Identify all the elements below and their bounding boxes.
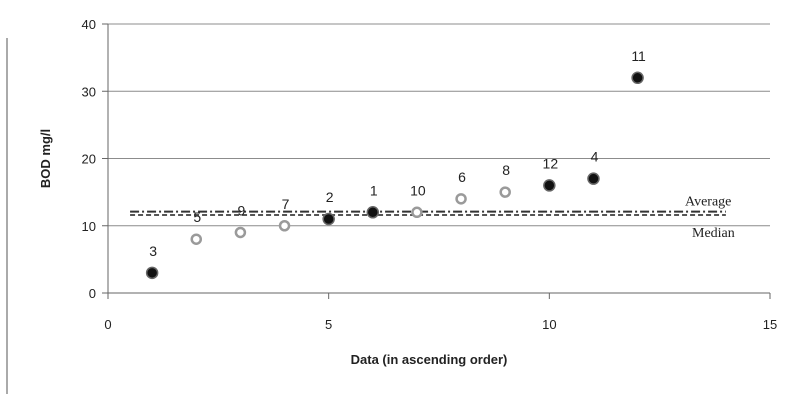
point-label: 7 <box>282 196 290 212</box>
y-tick-label: 30 <box>82 84 96 99</box>
y-tick-label: 10 <box>82 219 96 234</box>
data-point-hollow <box>411 206 423 219</box>
data-point-filled <box>631 71 644 85</box>
data-point-filled <box>587 172 600 185</box>
y-tick-label: 40 <box>82 17 96 32</box>
data-point-filled <box>543 179 556 192</box>
median-line-label: Median <box>692 226 735 241</box>
reference-lines: Average Median <box>130 195 735 241</box>
data-point-hollow <box>455 193 467 205</box>
data-point-hollow <box>278 220 291 232</box>
y-tick-label: 20 <box>82 152 96 167</box>
average-line-label: Average <box>685 195 731 210</box>
x-tick-label: 10 <box>542 317 556 332</box>
x-axis-title: Data (in ascending order) <box>351 352 508 367</box>
point-label: 3 <box>149 243 157 259</box>
point-labels: 3 5 9 7 2 1 10 6 8 12 4 11 <box>149 48 646 259</box>
data-points <box>145 71 644 280</box>
x-tick-label: 0 <box>104 317 111 332</box>
data-point-hollow <box>234 226 247 239</box>
gridlines <box>108 23 770 227</box>
point-label: 12 <box>543 155 559 171</box>
data-point-filled <box>322 212 335 226</box>
point-label: 5 <box>193 209 201 225</box>
x-tick-label: 15 <box>763 317 777 332</box>
point-label: 4 <box>591 149 599 165</box>
point-label: 2 <box>326 189 334 205</box>
y-tick-label: 0 <box>89 286 96 301</box>
point-label: 1 <box>370 182 378 198</box>
point-label: 10 <box>410 182 426 198</box>
data-point-filled <box>145 266 159 280</box>
data-point-hollow <box>190 233 203 245</box>
point-label: 6 <box>458 169 466 185</box>
point-label: 11 <box>631 48 646 64</box>
x-tick-label: 5 <box>325 317 332 332</box>
point-label: 8 <box>502 162 510 178</box>
data-point-filled <box>366 206 380 219</box>
y-axis-title: BOD mg/l <box>38 129 53 188</box>
point-label: 9 <box>238 202 246 218</box>
data-point-hollow <box>499 186 511 198</box>
